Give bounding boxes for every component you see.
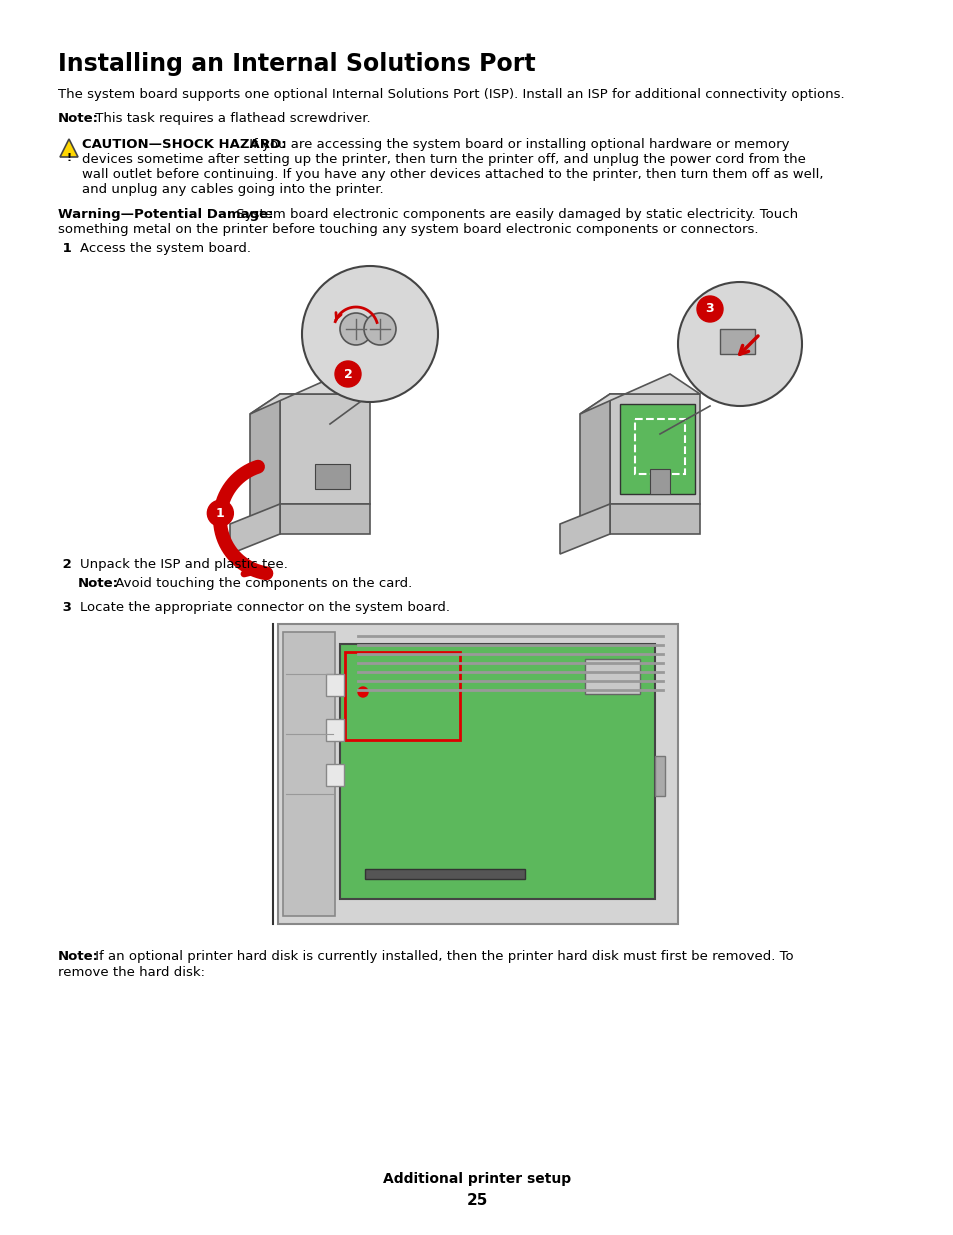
Polygon shape <box>649 469 669 494</box>
Text: 1: 1 <box>215 506 225 520</box>
Text: Warning—Potential Damage:: Warning—Potential Damage: <box>58 207 274 221</box>
Polygon shape <box>579 394 609 524</box>
Polygon shape <box>720 329 754 354</box>
Polygon shape <box>280 504 370 534</box>
Text: and unplug any cables going into the printer.: and unplug any cables going into the pri… <box>82 183 383 196</box>
Circle shape <box>357 687 368 697</box>
Polygon shape <box>619 404 695 494</box>
Text: !: ! <box>67 153 71 163</box>
Polygon shape <box>314 464 350 489</box>
Text: Note:: Note: <box>58 112 99 125</box>
Circle shape <box>697 296 722 322</box>
FancyBboxPatch shape <box>326 764 344 785</box>
Circle shape <box>302 266 437 403</box>
Text: devices sometime after setting up the printer, then turn the printer off, and un: devices sometime after setting up the pr… <box>82 153 805 165</box>
Text: Note:: Note: <box>58 950 99 963</box>
Polygon shape <box>60 140 78 157</box>
Text: The system board supports one optional Internal Solutions Port (ISP). Install an: The system board supports one optional I… <box>58 88 843 101</box>
FancyBboxPatch shape <box>326 674 344 697</box>
Text: Additional printer setup: Additional printer setup <box>382 1172 571 1186</box>
Text: wall outlet before continuing. If you have any other devices attached to the pri: wall outlet before continuing. If you ha… <box>82 168 822 182</box>
Polygon shape <box>230 504 280 555</box>
Text: 1: 1 <box>58 242 71 254</box>
Text: Access the system board.: Access the system board. <box>80 242 251 254</box>
Polygon shape <box>559 504 609 555</box>
Polygon shape <box>250 374 370 414</box>
Text: 25: 25 <box>466 1193 487 1208</box>
Circle shape <box>678 282 801 406</box>
Text: Installing an Internal Solutions Port: Installing an Internal Solutions Port <box>58 52 535 77</box>
Text: Note:: Note: <box>78 577 119 590</box>
FancyBboxPatch shape <box>283 632 335 916</box>
Circle shape <box>335 361 360 387</box>
Text: 2: 2 <box>343 368 352 380</box>
Text: 3: 3 <box>58 601 71 614</box>
Text: 3: 3 <box>705 303 714 315</box>
FancyBboxPatch shape <box>339 643 655 899</box>
Polygon shape <box>579 374 700 414</box>
Text: remove the hard disk:: remove the hard disk: <box>58 966 205 979</box>
Text: Locate the appropriate connector on the system board.: Locate the appropriate connector on the … <box>80 601 450 614</box>
Text: Unpack the ISP and plastic tee.: Unpack the ISP and plastic tee. <box>80 558 288 571</box>
Text: 2: 2 <box>58 558 71 571</box>
FancyBboxPatch shape <box>277 624 678 924</box>
Text: something metal on the printer before touching any system board electronic compo: something metal on the printer before to… <box>58 224 758 236</box>
FancyBboxPatch shape <box>584 659 639 694</box>
Text: This task requires a flathead screwdriver.: This task requires a flathead screwdrive… <box>91 112 370 125</box>
Polygon shape <box>280 394 370 504</box>
Polygon shape <box>609 504 700 534</box>
Circle shape <box>207 500 233 526</box>
Text: If you are accessing the system board or installing optional hardware or memory: If you are accessing the system board or… <box>245 138 789 151</box>
Circle shape <box>339 312 372 345</box>
FancyBboxPatch shape <box>326 719 344 741</box>
Text: If an optional printer hard disk is currently installed, then the printer hard d: If an optional printer hard disk is curr… <box>91 950 793 963</box>
Polygon shape <box>250 394 280 524</box>
Text: Avoid touching the components on the card.: Avoid touching the components on the car… <box>111 577 412 590</box>
FancyBboxPatch shape <box>655 756 664 797</box>
Polygon shape <box>609 394 700 504</box>
Circle shape <box>364 312 395 345</box>
Text: CAUTION—SHOCK HAZARD:: CAUTION—SHOCK HAZARD: <box>82 138 286 151</box>
FancyBboxPatch shape <box>365 869 524 879</box>
Text: System board electronic components are easily damaged by static electricity. Tou: System board electronic components are e… <box>232 207 798 221</box>
